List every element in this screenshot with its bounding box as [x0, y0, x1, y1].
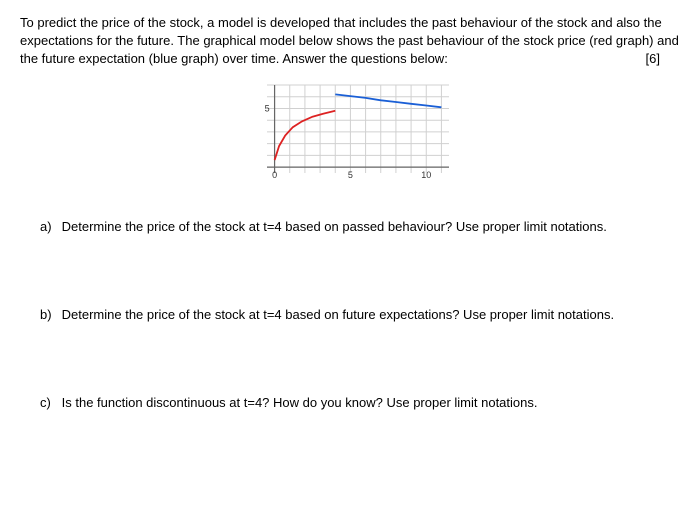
question-c-label: c): [40, 394, 58, 412]
question-c-text: Is the function discontinuous at t=4? Ho…: [62, 395, 538, 410]
question-c: c) Is the function discontinuous at t=4?…: [20, 394, 680, 412]
problem-intro: To predict the price of the stock, a mod…: [20, 14, 680, 69]
svg-text:5: 5: [265, 103, 270, 113]
question-a: a) Determine the price of the stock at t…: [20, 218, 680, 236]
chart-svg: 0 5 10 5: [245, 79, 455, 189]
svg-text:10: 10: [421, 170, 431, 180]
stock-chart: 0 5 10 5: [245, 79, 455, 194]
question-a-label: a): [40, 218, 58, 236]
marks-label: [6]: [646, 50, 660, 68]
svg-text:0: 0: [272, 170, 277, 180]
question-b-text: Determine the price of the stock at t=4 …: [62, 307, 614, 322]
question-b-label: b): [40, 306, 58, 324]
svg-text:5: 5: [348, 170, 353, 180]
intro-text: To predict the price of the stock, a mod…: [20, 15, 679, 66]
question-b: b) Determine the price of the stock at t…: [20, 306, 680, 324]
question-a-text: Determine the price of the stock at t=4 …: [62, 219, 607, 234]
chart-container: 0 5 10 5: [20, 79, 680, 194]
